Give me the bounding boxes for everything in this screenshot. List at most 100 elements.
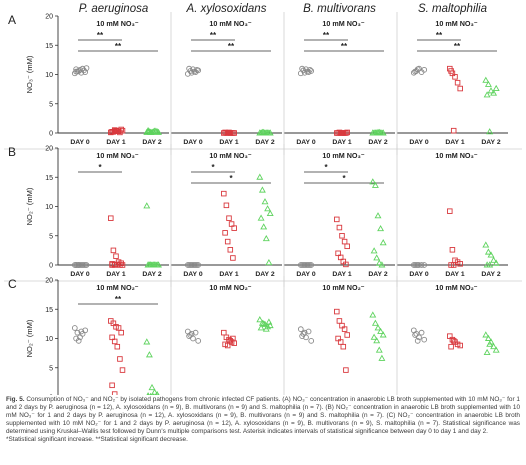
x-tick-label: DAY 0 (409, 271, 428, 278)
significance-label: * (342, 174, 346, 183)
data-point-day2 (487, 251, 495, 258)
data-point-day2 (490, 89, 498, 96)
y-tick-label: 5 (49, 101, 53, 108)
data-point-day1 (224, 238, 231, 245)
data-point-day2 (490, 256, 498, 263)
data-point-day0 (304, 262, 311, 268)
data-point-day1 (230, 335, 236, 342)
data-point-day0 (75, 68, 82, 74)
x-tick-label: DAY 2 (368, 139, 387, 146)
data-point-day0 (188, 69, 195, 76)
data-point-day0 (305, 328, 312, 335)
data-point-day2 (371, 181, 379, 188)
data-point-day2 (148, 383, 156, 391)
data-point-day1 (111, 128, 118, 134)
data-point-day1 (111, 338, 118, 345)
data-point-day1 (344, 332, 350, 338)
data-point-day2 (147, 128, 155, 135)
data-point-day2 (257, 324, 265, 331)
data-point-day2 (483, 348, 491, 355)
data-point-day1 (450, 262, 457, 268)
data-point-day0 (421, 262, 428, 268)
data-point-day0 (414, 262, 421, 268)
data-point-day1 (448, 343, 454, 350)
caption-note: *Statistical significant increase. **Sta… (6, 435, 188, 443)
data-point-day1 (334, 216, 340, 223)
data-point-day0 (71, 325, 78, 331)
y-tick-label: 0 (49, 395, 53, 396)
data-point-day2 (379, 239, 387, 246)
data-point-day2 (256, 316, 264, 323)
organism-header: B. multivorans (303, 3, 376, 15)
significance-label: ** (115, 295, 122, 304)
data-point-day2 (262, 234, 270, 242)
data-point-day2 (486, 261, 494, 268)
organism-header: S. maltophilia (418, 3, 487, 15)
data-point-day2 (492, 346, 500, 353)
data-point-day2 (143, 338, 151, 345)
x-tick-label: DAY 1 (445, 139, 464, 146)
x-tick-label: DAY 1 (106, 139, 125, 146)
data-point-day2 (155, 261, 162, 268)
data-point-day2 (265, 129, 273, 136)
data-point-day2 (369, 178, 377, 185)
data-point-day0 (74, 329, 81, 336)
x-tick-label: DAY 0 (296, 139, 315, 146)
data-point-day2 (258, 186, 266, 193)
y-tick-label: 20 (45, 146, 53, 153)
data-point-day0 (83, 65, 90, 71)
data-point-day1 (117, 356, 123, 362)
x-tick-label: DAY 0 (70, 139, 89, 146)
data-point-day2 (483, 91, 491, 98)
data-point-day1 (226, 215, 232, 221)
data-point-day1 (452, 74, 458, 80)
data-point-day1 (230, 255, 236, 261)
y-tick-label: 5 (49, 233, 53, 240)
data-point-day1 (344, 129, 350, 136)
data-point-day2 (258, 319, 266, 326)
significance-label: ** (436, 31, 443, 40)
data-point-day2 (378, 129, 386, 136)
data-point-day0 (412, 262, 418, 268)
condition-label: 10 mM NO₃⁻ (322, 19, 364, 28)
data-point-day1 (454, 79, 461, 86)
data-point-day2 (261, 198, 269, 205)
condition-label: 10 mM NO₃⁻ (96, 151, 138, 160)
data-point-day0 (412, 332, 418, 338)
data-point-day1 (336, 224, 343, 231)
data-point-day0 (418, 262, 425, 268)
data-point-day1 (108, 215, 114, 221)
significance-label: ** (341, 42, 348, 51)
data-point-day0 (301, 69, 308, 76)
data-point-day1 (447, 208, 453, 214)
condition-label: 10 mM NO₃⁻ (96, 19, 138, 28)
condition-label: 10 mM NO₂⁻ (435, 283, 477, 292)
data-point-day0 (307, 66, 313, 73)
significance-label: * (211, 163, 215, 172)
data-point-day0 (191, 262, 198, 268)
data-point-day2 (152, 127, 160, 134)
data-point-day2 (147, 261, 155, 268)
data-point-day1 (340, 343, 347, 350)
data-point-day0 (414, 66, 421, 73)
data-point-day2 (266, 321, 274, 329)
data-point-day1 (118, 329, 124, 336)
x-tick-label: DAY 0 (70, 271, 89, 278)
caption-label: Fig. 5. (6, 396, 25, 403)
significance-label: * (229, 174, 233, 183)
x-tick-label: DAY 2 (368, 271, 387, 278)
data-point-day0 (82, 327, 89, 334)
data-point-day0 (194, 66, 200, 73)
significance-label: * (324, 163, 328, 172)
y-tick-label: 20 (45, 278, 53, 285)
data-point-day2 (487, 87, 495, 94)
data-point-day2 (256, 173, 264, 180)
x-tick-label: DAY 2 (481, 271, 500, 278)
x-tick-label: DAY 1 (332, 139, 351, 146)
x-tick-label: DAY 0 (183, 271, 202, 278)
figure-caption: Fig. 5. Consumption of NO₃⁻ and NO₂⁻ by … (6, 396, 520, 444)
data-point-day1 (457, 261, 463, 267)
caption-text: Consumption of NO₃⁻ and NO₂⁻ by isolated… (6, 396, 520, 435)
data-point-day1 (119, 127, 126, 134)
x-tick-label: DAY 1 (332, 271, 351, 278)
